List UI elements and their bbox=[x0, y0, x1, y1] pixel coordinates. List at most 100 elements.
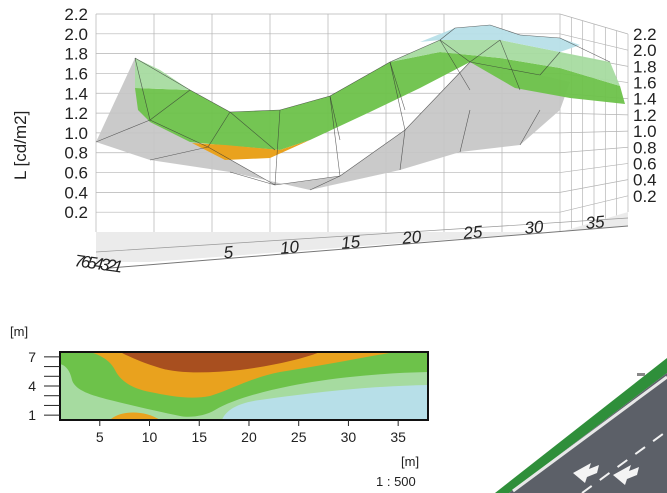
z-tick-label: 0.4 bbox=[633, 171, 657, 190]
surface-mesh-line bbox=[329, 61, 391, 97]
floor-edge bbox=[109, 225, 629, 269]
luminance-surface-chart: 2.22.01.81.61.41.21.00.80.60.40.2 2.22.0… bbox=[11, 5, 657, 277]
surface-light-green-layer bbox=[135, 40, 620, 90]
x-tick-label: 35 bbox=[585, 212, 606, 233]
surface-mesh-line bbox=[459, 109, 471, 153]
map-x-tick-label: 10 bbox=[142, 429, 158, 445]
map-y-unit-label: [m] bbox=[10, 324, 28, 339]
surface-mesh-line bbox=[399, 129, 406, 171]
surface-mesh-line bbox=[149, 146, 209, 161]
surface-mesh-line bbox=[207, 111, 231, 148]
surface-mesh-line bbox=[329, 95, 341, 177]
contour-band-orange-bottom bbox=[110, 412, 160, 420]
z-tick-label: 0.2 bbox=[633, 187, 657, 206]
map-x-tick-label: 30 bbox=[341, 429, 357, 445]
surface-mesh-line bbox=[189, 89, 231, 113]
z-tick-label: 1.4 bbox=[633, 90, 657, 109]
road-verge bbox=[495, 358, 667, 493]
x-tick-label: 25 bbox=[462, 222, 484, 243]
x-tick-label: 5 bbox=[223, 243, 235, 263]
z-tick-label: 2.0 bbox=[64, 25, 88, 44]
z-tick-label: 2.0 bbox=[633, 41, 657, 60]
surface-mesh-line bbox=[207, 146, 276, 186]
surface-mesh-line bbox=[559, 37, 611, 63]
z-tick-label: 1.6 bbox=[64, 64, 88, 83]
grid-line bbox=[95, 217, 629, 253]
lane-arrow bbox=[613, 465, 639, 485]
surface-grey-layer bbox=[96, 58, 570, 190]
surface-mesh-line bbox=[439, 39, 471, 91]
z-tick-label: 2.2 bbox=[633, 25, 657, 44]
surface-light-blue-layer bbox=[420, 25, 580, 52]
floor-plane bbox=[96, 212, 628, 262]
map-y-axis: 7 4 1 bbox=[28, 349, 60, 423]
z-tick-label: 0.6 bbox=[633, 154, 657, 173]
map-x-axis: 5 10 15 20 25 30 35 bbox=[96, 420, 406, 445]
map-y-tick-label: 4 bbox=[28, 378, 36, 394]
surface-mesh-line bbox=[229, 109, 281, 113]
z-tick-label: 0.6 bbox=[64, 164, 88, 183]
surface-mesh-line bbox=[469, 39, 501, 63]
surface-mesh-line bbox=[134, 57, 151, 121]
x-tick-label: 15 bbox=[340, 232, 361, 253]
z-tick-label: 1.8 bbox=[633, 57, 657, 76]
map-scale-label: 1 : 500 bbox=[376, 474, 416, 489]
surface-mesh-line bbox=[95, 119, 151, 143]
surface-mesh-line bbox=[469, 61, 541, 76]
luminance-axis-label: L [cd/m2] bbox=[11, 111, 30, 180]
z-tick-label: 1.0 bbox=[633, 122, 657, 141]
surface-mesh-line bbox=[499, 39, 521, 91]
map-x-unit-label: [m] bbox=[401, 454, 419, 469]
surface-mesh-line bbox=[404, 61, 471, 131]
surface-mesh-line bbox=[489, 24, 521, 36]
surface-mesh-line bbox=[229, 171, 276, 186]
x-tick-label: 30 bbox=[524, 217, 545, 238]
surface-mesh-line bbox=[519, 109, 541, 146]
z-tick-label: 1.2 bbox=[633, 106, 657, 125]
z-axis-left: 2.22.01.81.61.41.21.00.80.60.40.2 bbox=[64, 5, 88, 222]
map-x-tick-label: 15 bbox=[191, 429, 207, 445]
map-y-tick-label: 7 bbox=[28, 349, 36, 365]
surface-mesh-line bbox=[389, 61, 406, 111]
road-lane-line bbox=[581, 430, 667, 493]
z-tick-label: 1.2 bbox=[64, 104, 88, 123]
surface-mesh-line bbox=[519, 34, 561, 39]
surface-mesh-line bbox=[389, 61, 406, 131]
surface-mesh-line bbox=[539, 51, 561, 76]
map-x-tick-label: 20 bbox=[241, 429, 257, 445]
luminance-surface bbox=[95, 24, 625, 191]
surface-mesh-line bbox=[389, 39, 441, 63]
x-axis-3d: 5 10 15 20 25 30 35 bbox=[223, 212, 606, 262]
z-tick-label: 0.4 bbox=[64, 183, 88, 202]
surface-mesh-line bbox=[229, 111, 276, 151]
map-x-tick-label: 35 bbox=[390, 429, 406, 445]
surface-mesh-line bbox=[149, 89, 191, 121]
map-x-tick-label: 5 bbox=[96, 429, 104, 445]
x-tick-label: 20 bbox=[400, 227, 422, 248]
z-tick-label: 0.8 bbox=[633, 138, 657, 157]
contour-bands bbox=[60, 352, 428, 420]
surface-mesh-line bbox=[279, 95, 331, 111]
surface-mesh-line bbox=[439, 27, 456, 41]
z-tick-label: 1.6 bbox=[633, 74, 657, 93]
surface-mesh-line bbox=[309, 175, 341, 191]
surface-mesh-line bbox=[274, 175, 341, 186]
road-edge-line bbox=[512, 375, 667, 493]
z-axis-right: 2.22.01.81.61.41.21.00.80.60.40.2 bbox=[633, 25, 657, 206]
road-illustration bbox=[495, 358, 667, 493]
surface-mesh-line bbox=[339, 129, 406, 177]
z-tick-label: 1.0 bbox=[64, 124, 88, 143]
map-y-tick-label: 1 bbox=[28, 407, 36, 423]
surface-mesh-line bbox=[454, 24, 491, 29]
z-tick-label: 0.2 bbox=[64, 203, 88, 222]
surface-mesh-line bbox=[134, 57, 191, 91]
surface-green-layer bbox=[135, 52, 625, 150]
z-tick-label: 1.8 bbox=[64, 45, 88, 64]
map-x-tick-label: 25 bbox=[291, 429, 307, 445]
contour-band-dark-brown bbox=[120, 352, 320, 373]
z-tick-label: 0.8 bbox=[64, 144, 88, 163]
x-tick-label: 10 bbox=[279, 237, 300, 258]
z-tick-label: 2.2 bbox=[64, 5, 88, 24]
luminance-contour-map: 7 4 1 5 10 15 20 25 30 35 [m] [m] 1 : 500 bbox=[10, 324, 429, 489]
surface-mesh-line bbox=[329, 95, 341, 141]
